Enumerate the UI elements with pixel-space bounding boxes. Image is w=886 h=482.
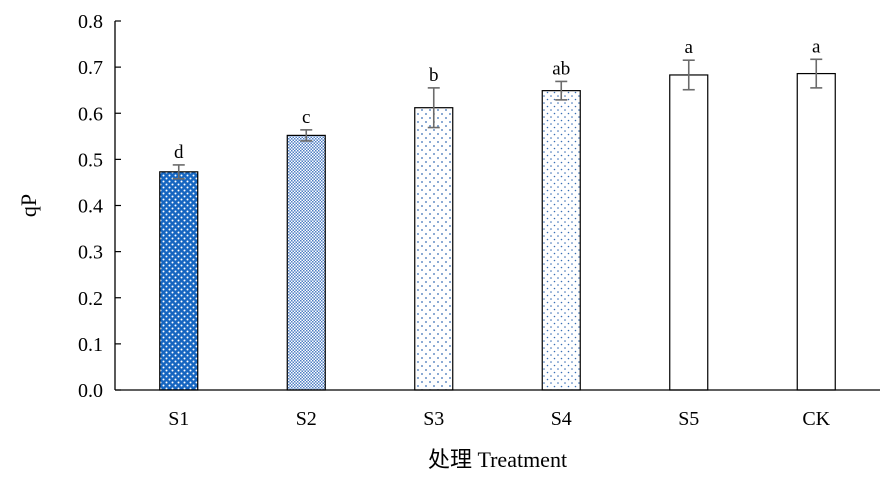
x-tick-label-s4: S4 xyxy=(551,408,572,430)
significance-labels: d c b ab a a xyxy=(174,36,821,163)
y-tick-label: 0.8 xyxy=(78,11,103,33)
y-tick-label: 0.5 xyxy=(78,149,103,171)
bar-s2 xyxy=(286,134,326,391)
bar-s1 xyxy=(159,171,199,391)
significance-label-s1: d xyxy=(174,142,184,163)
y-axis-title: qP xyxy=(16,194,41,217)
y-tick-label: 0.1 xyxy=(78,334,103,356)
y-tick-label: 0.2 xyxy=(78,288,103,310)
x-tick-label-s5: S5 xyxy=(678,408,699,430)
y-tick-label: 0.4 xyxy=(78,196,103,218)
y-tick-label: 0.0 xyxy=(78,380,103,402)
significance-label-s4: ab xyxy=(552,58,570,79)
x-tick-label-s2: S2 xyxy=(296,408,317,430)
y-tick-label: 0.7 xyxy=(78,57,103,79)
significance-label-ck: a xyxy=(812,36,821,57)
error-bars xyxy=(172,58,823,180)
x-tick-label-s3: S3 xyxy=(423,408,444,430)
y-tick-label: 0.6 xyxy=(78,103,103,125)
x-tick-label-ck: CK xyxy=(802,408,830,430)
bar-s4 xyxy=(541,90,581,391)
y-tick-label: 0.3 xyxy=(78,242,103,264)
bars xyxy=(159,72,836,391)
bar-ck xyxy=(796,72,836,391)
x-axis-ticks: S1 S2 S3 S4 S5 CK xyxy=(168,408,831,430)
significance-label-s2: c xyxy=(302,107,310,128)
significance-label-s5: a xyxy=(685,37,694,58)
bar-s5 xyxy=(669,74,709,391)
y-axis-ticks: 0.0 0.1 0.2 0.3 0.4 0.5 0.6 0.7 0.8 xyxy=(78,11,121,402)
bar-s3 xyxy=(414,107,454,391)
significance-label-s3: b xyxy=(429,65,439,86)
x-tick-label-s1: S1 xyxy=(168,408,189,430)
x-axis-title: 处理 Treatment xyxy=(428,447,567,472)
